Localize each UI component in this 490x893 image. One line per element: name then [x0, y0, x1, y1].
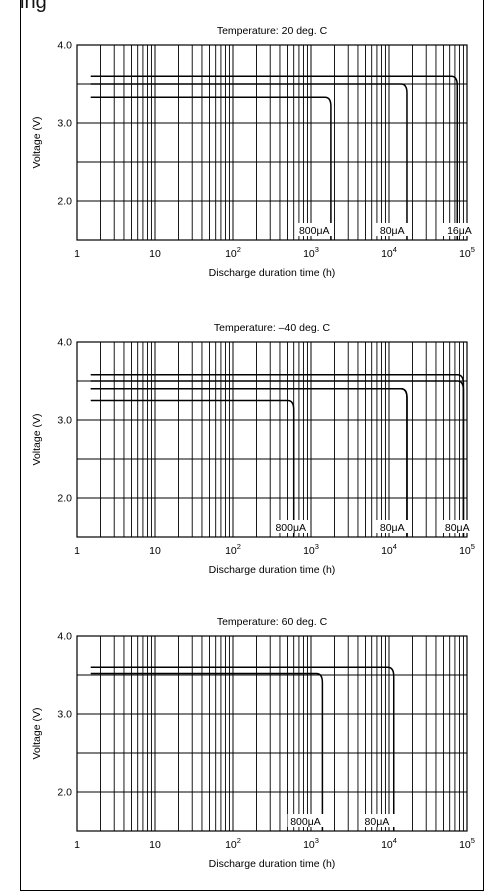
series-line — [90, 399, 295, 537]
series-label-bg — [287, 814, 324, 827]
x-tick-label: 10 — [149, 248, 161, 260]
x-tick-label: 103 — [303, 245, 319, 260]
plot-border — [76, 341, 468, 538]
figure-frame — [20, 0, 484, 891]
page-heading-fragment: ing — [20, 0, 47, 13]
x-tick-label: 102 — [225, 836, 241, 851]
series-label-bg — [272, 520, 309, 533]
x-tick-label: 105 — [459, 836, 475, 851]
y-tick-label: 2.0 — [57, 493, 72, 505]
y-tick-label: 3.0 — [57, 118, 72, 130]
chart-panel-minus40c: Temperature: –40 deg. C 4.0 3.0 2.0 1 10 102 10… — [31, 322, 476, 576]
series-label: 16μA — [447, 225, 472, 237]
series-line — [90, 666, 395, 831]
x-axis-label: Discharge duration time (h) — [209, 267, 336, 279]
x-tick-label: 104 — [381, 542, 397, 557]
x-tick-label: 102 — [225, 245, 241, 260]
plot-border — [76, 635, 468, 832]
series-label-bg — [358, 814, 395, 827]
chart-title: Temperature: –40 deg. C — [214, 322, 331, 334]
series-label: 80μA — [365, 816, 390, 828]
x-tick-label: 1 — [74, 248, 80, 260]
series-label-bg — [441, 223, 478, 236]
series-line — [90, 75, 459, 240]
x-tick-label: 1 — [74, 545, 80, 557]
x-tick-label: 105 — [459, 245, 475, 260]
y-tick-label: 4.0 — [57, 40, 72, 52]
plot-border — [76, 44, 468, 241]
chart-title: Temperature: 20 deg. C — [217, 25, 328, 37]
y-tick-label: 2.0 — [57, 787, 72, 799]
series-line — [90, 672, 324, 831]
y-axis-label: Voltage (V) — [31, 414, 43, 466]
chart-panel-60c: Temperature: 60 deg. C 4.0 3.0 2.0 1 10 102 103… — [31, 616, 475, 870]
series-label: 800μA — [290, 816, 321, 828]
x-tick-label: 103 — [303, 542, 319, 557]
x-tick-label: 1 — [74, 839, 80, 851]
series-line — [90, 96, 332, 240]
x-tick-label: 105 — [459, 542, 475, 557]
series-label: 80μA — [380, 522, 405, 534]
series-line — [90, 388, 408, 537]
chart-panel-20c: Temperature: 20 deg. C 4.0 3.0 2.0 1 10 102 103… — [31, 25, 478, 279]
y-tick-label: 2.0 — [57, 196, 72, 208]
series-line — [90, 380, 465, 537]
y-tick-label: 3.0 — [57, 709, 72, 721]
y-tick-label: 3.0 — [57, 415, 72, 427]
y-axis-label: Voltage (V) — [31, 708, 43, 760]
x-tick-label: 10 — [149, 839, 161, 851]
series-label: 80μA — [445, 522, 470, 534]
x-tick-label: 102 — [225, 542, 241, 557]
x-tick-label: 10 — [149, 545, 161, 557]
x-tick-label: 104 — [381, 836, 397, 851]
x-tick-label: 103 — [303, 836, 319, 851]
x-tick-label: 104 — [381, 245, 397, 260]
series-label: 800μA — [299, 225, 330, 237]
series-label-bg — [374, 223, 411, 236]
y-tick-label: 4.0 — [57, 631, 72, 643]
x-axis-label: Discharge duration time (h) — [209, 564, 336, 576]
y-tick-label: 4.0 — [57, 337, 72, 349]
chart-title: Temperature: 60 deg. C — [217, 616, 328, 628]
series-label: 80μA — [380, 225, 405, 237]
y-axis-label: Voltage (V) — [31, 117, 43, 169]
series-line — [90, 83, 408, 240]
series-label-bg — [374, 520, 411, 533]
series-label-bg — [439, 520, 476, 533]
series-label: 800μA — [275, 522, 306, 534]
series-label-bg — [296, 223, 333, 236]
series-line — [90, 388, 408, 537]
series-line — [90, 374, 465, 537]
x-axis-label: Discharge duration time (h) — [209, 858, 336, 870]
